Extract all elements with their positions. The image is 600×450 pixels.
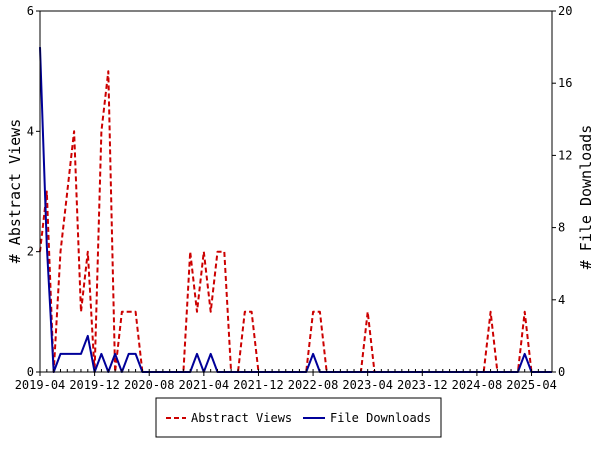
x-tick-label: 2021-12 <box>233 378 284 392</box>
x-tick-label: 2023-12 <box>397 378 448 392</box>
legend-box <box>155 397 442 438</box>
x-tick-label: 2024-08 <box>452 378 503 392</box>
x-tick-label: 2019-12 <box>69 378 120 392</box>
series-line-file-downloads <box>39 47 552 373</box>
y-axis-title: # Abstract Views <box>6 119 24 264</box>
x-tick-label: 2020-08 <box>124 378 175 392</box>
x-tick-label: 2021-04 <box>179 378 230 392</box>
plot-frame <box>39 10 553 373</box>
y2-axis-title: # File Downloads <box>577 125 595 270</box>
y-tick-label: 6 <box>27 4 34 18</box>
y2-tick-label: 4 <box>558 293 565 307</box>
y2-tick-label: 8 <box>558 221 565 235</box>
legend: Abstract Views File Downloads <box>155 397 442 438</box>
series-line-abstract-views <box>39 70 552 373</box>
y2-tick-label: 20 <box>558 4 572 18</box>
y2-tick-label: 0 <box>558 365 565 379</box>
legend-label-file-downloads: File Downloads <box>330 411 431 425</box>
y-tick-label: 2 <box>27 245 34 259</box>
legend-label-abstract-views: Abstract Views <box>191 411 292 425</box>
y2-tick-label: 12 <box>558 148 572 162</box>
plot-area <box>39 47 552 373</box>
axes: 2019-04 2019-12 2020-08 2021-04 2021-12 2022-… <box>15 4 573 392</box>
x-tick-label: 2019-04 <box>15 378 66 392</box>
y2-tick-label: 16 <box>558 76 572 90</box>
x-tick-label: 2022-08 <box>288 378 339 392</box>
y-tick-label: 4 <box>27 124 34 138</box>
y-tick-label: 0 <box>27 365 34 379</box>
x-tick-label: 2025-04 <box>506 378 557 392</box>
x-tick-label: 2023-04 <box>342 378 393 392</box>
